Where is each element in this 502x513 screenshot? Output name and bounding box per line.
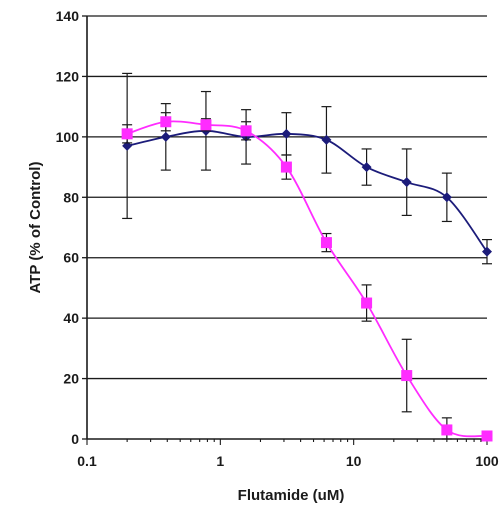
x-axis-title: Flutamide (uM)	[238, 487, 345, 504]
y-tick-label: 100	[56, 129, 80, 145]
x-tick-label: 1	[216, 453, 224, 469]
data-point-square	[320, 237, 332, 249]
data-point-square	[441, 424, 453, 436]
data-point-square	[280, 161, 292, 173]
data-point-diamond	[482, 246, 492, 257]
data-point-diamond	[361, 162, 372, 173]
data-point-square	[240, 125, 252, 137]
series-line-2	[126, 120, 488, 438]
data-point-square	[160, 116, 172, 128]
x-tick-label: 0.1	[77, 453, 97, 469]
y-tick-label: 120	[56, 68, 80, 84]
y-tick-label: 20	[63, 371, 79, 387]
y-tick-label: 60	[63, 250, 79, 266]
series-line-1	[126, 129, 488, 253]
y-tick-label: 80	[63, 189, 79, 205]
data-point-square	[121, 128, 133, 140]
y-tick-label: 0	[71, 431, 79, 447]
x-tick-label: 100	[475, 453, 499, 469]
data-point-diamond	[321, 134, 332, 145]
y-tick-label: 140	[56, 8, 80, 24]
data-point-square	[200, 119, 212, 131]
data-point-diamond	[441, 192, 452, 203]
x-tick-label: 10	[346, 453, 362, 469]
data-point-diamond	[160, 131, 171, 142]
data-point-square	[481, 430, 493, 442]
y-axis-title: ATP (% of Control)	[27, 162, 44, 294]
data-point-diamond	[401, 177, 412, 188]
data-point-diamond	[281, 128, 292, 139]
y-tick-label: 40	[63, 310, 79, 326]
data-point-square	[361, 297, 373, 309]
data-point-square	[401, 370, 413, 382]
